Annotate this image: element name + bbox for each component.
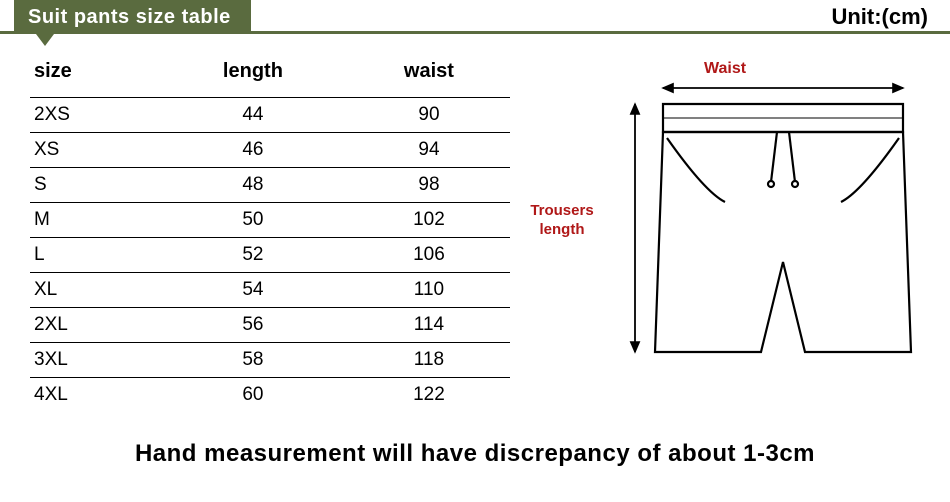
table-cell: XS (30, 133, 158, 168)
table-cell: 60 (158, 378, 348, 413)
table-cell: 2XL (30, 308, 158, 343)
waist-label: Waist (704, 60, 746, 78)
table-cell: M (30, 203, 158, 238)
col-length: length (158, 52, 348, 98)
size-table: size length waist 2XS4490XS4694S4898M501… (30, 52, 510, 412)
title-tab: Suit pants size table (14, 0, 251, 34)
table-row: S4898 (30, 168, 510, 203)
footer-note: Hand measurement will have discrepancy o… (0, 440, 950, 468)
table-cell: 4XL (30, 378, 158, 413)
table-cell: S (30, 168, 158, 203)
table-cell: 2XS (30, 98, 158, 133)
table-cell: 102 (348, 203, 510, 238)
table-cell: 90 (348, 98, 510, 133)
table-cell: 52 (158, 238, 348, 273)
table-row: 4XL60122 (30, 378, 510, 413)
table-cell: 110 (348, 273, 510, 308)
table-cell: L (30, 238, 158, 273)
shorts-outline (655, 104, 911, 352)
table-cell: 46 (158, 133, 348, 168)
table-row: XS4694 (30, 133, 510, 168)
table-cell: 50 (158, 203, 348, 238)
table-cell: 48 (158, 168, 348, 203)
table-row: M50102 (30, 203, 510, 238)
table-cell: 54 (158, 273, 348, 308)
table-cell: 122 (348, 378, 510, 413)
table-cell: 94 (348, 133, 510, 168)
table-cell: 98 (348, 168, 510, 203)
table-cell: 118 (348, 343, 510, 378)
table-cell: 106 (348, 238, 510, 273)
unit-label: Unit:(cm) (831, 4, 928, 30)
table-cell: 44 (158, 98, 348, 133)
trousers-length-label: Trousers length (526, 202, 598, 240)
size-table-wrap: size length waist 2XS4490XS4694S4898M501… (30, 52, 510, 412)
table-row: XL54110 (30, 273, 510, 308)
content-row: size length waist 2XS4490XS4694S4898M501… (0, 34, 950, 412)
table-row: 3XL58118 (30, 343, 510, 378)
table-cell: XL (30, 273, 158, 308)
table-cell: 3XL (30, 343, 158, 378)
header-bar: Suit pants size table Unit:(cm) (0, 0, 950, 34)
title-text: Suit pants size table (28, 6, 231, 28)
table-cell: 58 (158, 343, 348, 378)
table-row: 2XS4490 (30, 98, 510, 133)
col-size: size (30, 52, 158, 98)
trousers-label-line2: length (540, 221, 585, 238)
shorts-diagram: Waist Trousers length (510, 52, 940, 412)
table-row: L52106 (30, 238, 510, 273)
shorts-svg (543, 52, 933, 382)
trousers-label-line1: Trousers (530, 202, 593, 219)
table-header-row: size length waist (30, 52, 510, 98)
table-cell: 114 (348, 308, 510, 343)
table-cell: 56 (158, 308, 348, 343)
col-waist: waist (348, 52, 510, 98)
table-row: 2XL56114 (30, 308, 510, 343)
